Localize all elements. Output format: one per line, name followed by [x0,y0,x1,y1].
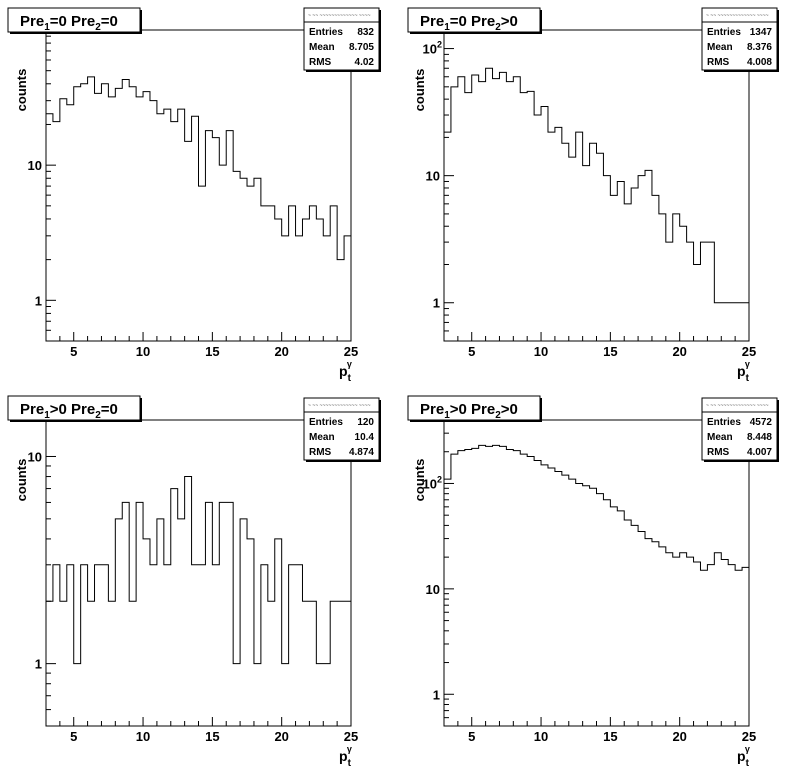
x-tick-label: 20 [672,729,686,744]
y-tick-label: 1 [35,293,42,308]
stats-label: RMS [707,57,730,68]
y-tick-label: 1 [35,657,42,672]
stats-value: 120 [357,417,374,428]
title-box [7,7,141,33]
y-axis-label: counts [14,459,29,502]
x-tick-label: 20 [274,344,288,359]
plot-frame [443,29,750,342]
stats-label: RMS [707,447,730,458]
x-tick-label: 25 [742,344,756,359]
x-axis-label: ptγ [339,359,352,384]
stats-label: Mean [707,42,733,53]
title-box [407,7,541,33]
x-tick-label: 25 [742,729,756,744]
stats-box [303,7,380,71]
stats-value: 8.705 [349,42,374,53]
x-tick-label: 25 [344,729,358,744]
x-tick-label: 25 [344,344,358,359]
y-tick-label: 10 [426,169,440,184]
stats-box [701,397,778,461]
x-tick-label: 10 [534,729,548,744]
stats-label: Mean [309,42,335,53]
stats-label: Mean [309,432,335,443]
stats-value: 1347 [750,27,773,38]
y-tick-label: 102 [423,474,442,491]
x-tick-label: 5 [468,729,475,744]
panel-2: 5 10 15 20 25 1 10 102 counts ptγ Pre1=0 Pre2>0 ~ ~… [407,7,779,384]
y-tick-label: 10 [28,449,42,464]
stats-box [303,397,380,461]
stats-label: Mean [707,432,733,443]
panel-title: Pre1>0 Pre2>0 [420,401,518,421]
x-axis-label: ptγ [737,744,750,769]
plot-frame [45,419,352,727]
stats-value: 4.874 [349,447,374,458]
title-box [407,395,541,421]
stats-value: 8.376 [747,42,772,53]
histogram-line [444,444,749,571]
x-axis-label: ptγ [737,359,750,384]
stats-value: 4.02 [355,57,375,68]
x-tick-label: 20 [274,729,288,744]
stats-value: 4572 [750,417,773,428]
stats-name: ~ ~~ ~~~~~~~~~~~~~ ~~~~ [706,13,769,19]
x-tick-label: 5 [70,344,77,359]
x-tick-label: 10 [534,344,548,359]
stats-name: ~ ~~ ~~~~~~~~~~~~~ ~~~~ [706,403,769,409]
stats-value: 4.007 [747,447,772,458]
stats-label: Entries [309,417,343,428]
y-axis-label: counts [412,459,427,502]
stats-value: 10.4 [355,432,375,443]
stats-label: Entries [707,27,741,38]
stats-name: ~ ~~ ~~~~~~~~~~~~~ ~~~~ [308,403,371,409]
x-tick-label: 5 [70,729,77,744]
x-tick-label: 15 [205,729,219,744]
x-tick-label: 20 [672,344,686,359]
y-tick-label: 10 [426,582,440,597]
x-tick-label: 15 [205,344,219,359]
stats-value: 4.008 [747,57,772,68]
histogram-line [46,476,351,665]
panel-1: 5 10 15 20 25 1 10 counts ptγ Pre1=0 Pre2=0 ~ ~~ ~… [7,7,381,384]
panel-title: Pre1>0 Pre2=0 [20,401,118,421]
stats-value: 832 [357,27,374,38]
y-tick-label: 10 [28,158,42,173]
stats-value: 8.448 [747,432,772,443]
panel-title: Pre1=0 Pre2=0 [20,13,118,33]
histogram-line [46,76,351,261]
stats-label: RMS [309,57,332,68]
y-tick-label: 102 [423,40,442,57]
panel-title: Pre1=0 Pre2>0 [420,13,518,33]
plot-frame [443,419,750,727]
stats-label: RMS [309,447,332,458]
histogram-line [444,67,749,304]
y-tick-label: 1 [433,687,440,702]
y-tick-label: 1 [433,296,440,311]
x-tick-label: 10 [136,729,150,744]
stats-label: Entries [309,27,343,38]
y-axis-label: counts [14,69,29,112]
title-box [7,395,141,421]
x-tick-label: 15 [603,729,617,744]
x-axis-label: ptγ [339,744,352,769]
y-axis-label: counts [412,69,427,112]
x-tick-label: 5 [468,344,475,359]
stats-label: Entries [707,417,741,428]
stats-box [701,7,778,71]
x-tick-label: 15 [603,344,617,359]
stats-name: ~ ~~ ~~~~~~~~~~~~~ ~~~~ [308,13,371,19]
x-tick-label: 10 [136,344,150,359]
